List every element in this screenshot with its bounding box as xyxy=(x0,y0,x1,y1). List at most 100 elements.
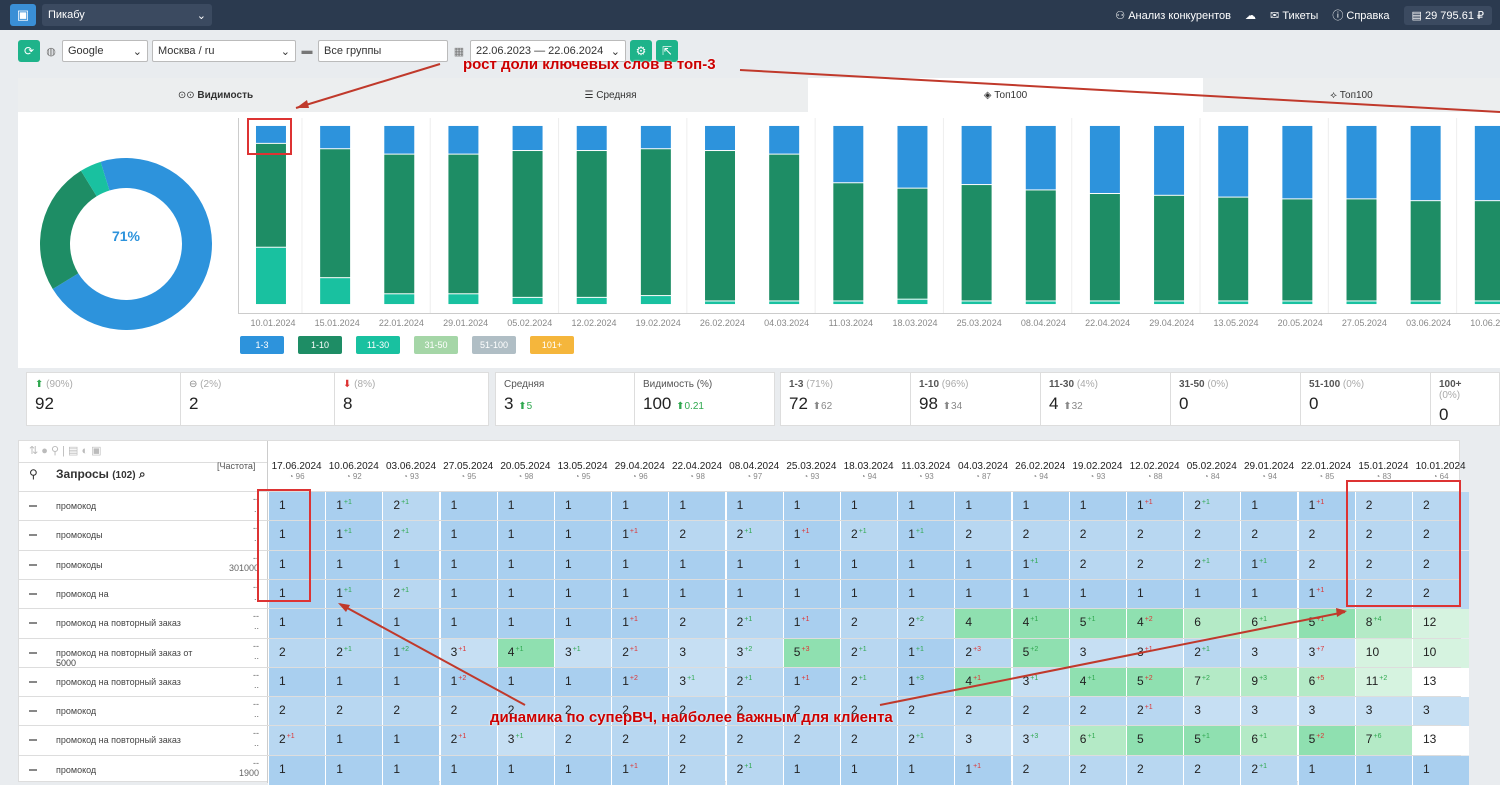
position-cell[interactable]: 12 xyxy=(1412,609,1469,639)
position-cell[interactable]: 1 xyxy=(439,579,497,609)
position-cell[interactable]: 1 xyxy=(954,550,1012,580)
bar-11-30[interactable] xyxy=(1346,301,1377,305)
position-cell[interactable]: 1+3 xyxy=(897,667,955,697)
date-column-header[interactable]: 26.02.2024 ◔ 94 xyxy=(1015,461,1066,481)
date-column-header[interactable]: 18.03.2024 ◔ 94 xyxy=(843,461,894,481)
competitors-link[interactable]: ⚇ Анализ конкурентов xyxy=(1115,9,1232,22)
position-cell[interactable]: 2 xyxy=(1126,521,1183,551)
position-cell[interactable]: 1+1 xyxy=(1297,579,1355,609)
date-column-header[interactable]: 13.05.2024 ◔ 95 xyxy=(557,461,608,481)
position-cell[interactable]: 1 xyxy=(725,550,783,580)
bar-1-3[interactable] xyxy=(897,125,928,188)
bar-11-30[interactable] xyxy=(833,301,864,305)
position-cell[interactable]: 11+2 xyxy=(1354,667,1412,697)
date-column-header[interactable]: 05.02.2024 ◔ 84 xyxy=(1186,461,1237,481)
position-cell[interactable]: 1 xyxy=(496,609,554,639)
bar-1-3[interactable] xyxy=(1218,125,1249,197)
legend-1-3[interactable]: 1-3 xyxy=(240,336,284,354)
position-cell[interactable]: 1 xyxy=(1412,755,1469,785)
position-cell[interactable]: 1 xyxy=(897,492,955,521)
position-cell[interactable]: 1 xyxy=(382,755,440,785)
position-cell[interactable]: 6+1 xyxy=(1240,726,1298,756)
position-cell[interactable]: 1 xyxy=(268,755,325,785)
position-cell[interactable]: 3 xyxy=(1297,697,1355,727)
date-column-header[interactable]: 29.01.2024 ◔ 94 xyxy=(1243,461,1295,481)
date-column-header[interactable]: 15.01.2024 ◔ 83 xyxy=(1358,461,1409,481)
row-toggle[interactable] xyxy=(29,622,37,625)
position-cell[interactable]: 9+3 xyxy=(1240,667,1298,697)
date-column-header[interactable]: 10.06.2024 ◔ 92 xyxy=(328,461,379,481)
position-cell[interactable]: 5+1 xyxy=(1068,609,1126,639)
bar-11-30[interactable] xyxy=(705,301,736,305)
position-cell[interactable]: 3+3 xyxy=(1011,726,1069,756)
position-cell[interactable]: 7+6 xyxy=(1354,726,1412,756)
bar-11-30[interactable] xyxy=(384,294,415,305)
bar-1-10[interactable] xyxy=(1282,199,1313,301)
bar-1-3[interactable] xyxy=(1154,125,1185,195)
position-cell[interactable]: 2+1 xyxy=(439,726,497,756)
bar-1-3[interactable] xyxy=(255,125,286,143)
position-cell[interactable]: 1 xyxy=(1068,492,1126,521)
position-cell[interactable]: 1 xyxy=(611,550,669,580)
position-cell[interactable]: 2 xyxy=(1183,521,1241,551)
date-column-header[interactable]: 11.03.2024 ◔ 93 xyxy=(901,461,951,481)
bar-1-3[interactable] xyxy=(384,125,415,154)
position-cell[interactable]: 3 xyxy=(1240,697,1298,727)
position-cell[interactable]: 5+2 xyxy=(1126,667,1183,697)
table-row[interactable]: промокод на повторный заказ --.. 1 1 1 1 1 1 1+1… xyxy=(19,608,1469,639)
position-cell[interactable]: 5+1 xyxy=(1183,726,1241,756)
position-cell[interactable]: 1 xyxy=(382,609,440,639)
position-cell[interactable]: 2+1 xyxy=(897,726,955,756)
position-cell[interactable]: 1 xyxy=(1011,492,1069,521)
position-cell[interactable]: 3+1 xyxy=(554,638,611,668)
position-cell[interactable]: 2 xyxy=(268,697,325,727)
position-cell[interactable]: 3 xyxy=(954,726,1012,756)
position-cell[interactable]: 1 xyxy=(439,492,497,521)
position-cell[interactable]: 1+1 xyxy=(954,755,1012,785)
bar-1-10[interactable] xyxy=(255,143,286,247)
date-column-header[interactable]: 20.05.2024 ◔ 98 xyxy=(500,461,551,481)
legend-1-10[interactable]: 1-10 xyxy=(298,336,342,354)
position-cell[interactable]: 1 xyxy=(382,667,440,697)
position-cell[interactable]: 2 xyxy=(382,697,440,727)
date-column-header[interactable]: 08.04.2024 ◔ 97 xyxy=(729,461,780,481)
position-cell[interactable]: 1 xyxy=(954,579,1012,609)
position-cell[interactable]: 2 xyxy=(268,638,325,668)
row-toggle[interactable] xyxy=(29,651,37,654)
bar-1-3[interactable] xyxy=(1474,125,1500,201)
date-column-header[interactable]: 17.06.2024 ◔ 96 xyxy=(271,461,322,481)
position-cell[interactable]: 1+1 xyxy=(325,492,383,521)
position-cell[interactable]: 1 xyxy=(325,550,383,580)
bar-1-3[interactable] xyxy=(1410,125,1441,201)
bar-1-10[interactable] xyxy=(512,151,543,297)
position-cell[interactable]: 3+7 xyxy=(1297,638,1355,668)
position-cell[interactable]: 2 xyxy=(954,521,1012,551)
bar-11-30[interactable] xyxy=(576,297,607,305)
bar-1-10[interactable] xyxy=(705,151,736,301)
position-cell[interactable]: 1 xyxy=(840,550,897,580)
position-cell[interactable]: 2 xyxy=(1126,550,1183,580)
settings-button[interactable]: ⚙ xyxy=(630,40,652,62)
bar-11-30[interactable] xyxy=(448,294,479,305)
help-link[interactable]: ⓘ Справка xyxy=(1332,10,1390,22)
bar-11-30[interactable] xyxy=(1474,301,1500,305)
bar-1-3[interactable] xyxy=(512,125,543,151)
position-cell[interactable]: 1 xyxy=(611,579,669,609)
bar-1-10[interactable] xyxy=(897,188,928,299)
position-cell[interactable]: 1+1 xyxy=(325,521,383,551)
position-cell[interactable]: 4+1 xyxy=(954,667,1012,697)
position-cell[interactable]: 1 xyxy=(325,755,383,785)
bar-1-10[interactable] xyxy=(1025,190,1056,301)
position-cell[interactable]: 2 xyxy=(840,609,897,639)
position-cell[interactable]: 1 xyxy=(554,609,611,639)
position-cell[interactable]: 1 xyxy=(268,550,325,580)
position-cell[interactable]: 2 xyxy=(325,697,383,727)
position-cell[interactable]: 1 xyxy=(668,492,726,521)
position-cell[interactable]: 1+1 xyxy=(1240,550,1298,580)
bar-1-3[interactable] xyxy=(320,125,351,149)
position-cell[interactable]: 2 xyxy=(611,697,669,727)
position-cell[interactable]: 1 xyxy=(897,755,955,785)
position-cell[interactable]: 2+1 xyxy=(382,521,440,551)
position-cell[interactable]: 1+2 xyxy=(382,638,440,668)
row-toggle[interactable] xyxy=(29,505,37,507)
